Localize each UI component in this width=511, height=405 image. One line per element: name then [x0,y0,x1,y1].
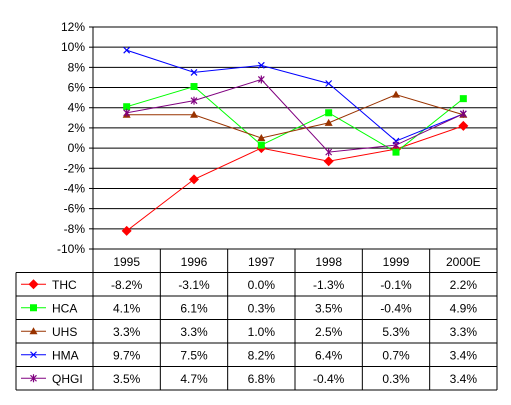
x-category-label: 1995 [113,255,140,269]
uhs-point [324,118,333,126]
y-tick-label: -4% [64,181,86,195]
hca-line [126,85,464,153]
qhgi-point [459,109,467,118]
thc-point [121,225,132,236]
thc-value-cell: 2.2% [450,278,478,292]
qhgi-value-cell: 0.3% [382,372,410,386]
hca-value-cell: 4.9% [450,301,478,315]
y-tick-label: -2% [64,161,86,175]
x-category-label: 1997 [248,255,275,269]
hca-point [257,141,265,149]
qhgi-value-cell: -0.4% [313,372,345,386]
y-tick-label: 8% [68,60,86,74]
series-lines [126,49,464,232]
uhs-legend-marker [29,327,38,335]
hca-legend-marker [30,304,37,312]
hma-line [126,49,464,142]
uhs-value-cell: 5.3% [382,325,410,339]
hca-value-cell: 0.3% [248,301,276,315]
uhs-legend-label: UHS [52,325,77,339]
qhgi-point [392,141,400,150]
marker-stroke [190,68,198,76]
x-category-label: 2000E [446,255,481,269]
thc-value-cell: -8.2% [111,278,143,292]
uhs-value-cell: 1.0% [248,325,276,339]
hma-value-cell: 0.7% [382,348,410,362]
y-tick-label: 10% [61,40,85,54]
x-category-label: 1996 [181,255,208,269]
hma-value-cell: 6.4% [315,348,343,362]
qhgi-point [123,108,131,117]
uhs-value-cell: 3.3% [113,325,141,339]
thc-value-cell: 0.0% [248,278,276,292]
marker-stroke [257,61,265,69]
hca-legend-label: HCA [52,301,77,315]
hma-point [123,46,131,54]
y-tick-label: 6% [68,81,86,95]
hca-point [190,83,198,91]
uhs-point [392,90,400,98]
uhs-line [126,94,464,139]
hma-point [190,68,198,76]
hma-point [325,80,333,87]
thc-value-cell: -0.1% [380,278,412,292]
qhgi-legend-marker [30,374,37,383]
thc-line [126,125,464,232]
qhgi-legend-label: QHGI [52,372,83,386]
hma-value-cell: 8.2% [248,348,276,362]
marker-stroke [30,351,37,359]
hma-value-cell: 3.4% [450,348,478,362]
qhgi-value-cell: 3.5% [113,372,141,386]
thc-point [189,174,199,185]
y-tick-label: -6% [64,202,86,216]
thc-value-cell: -1.3% [313,278,345,292]
qhgi-point [325,148,333,157]
y-tick-label: 0% [68,141,86,155]
y-tick-label: 4% [68,101,86,115]
hca-point [325,109,333,117]
data-table: 1995 1996 1997 1998 1999 2000E THC -8.2% -3.1% 0.… [15,249,498,391]
uhs-point [190,110,198,118]
thc-point [323,156,334,167]
uhs-value-cell: 3.3% [450,325,478,339]
qhgi-point [190,96,198,105]
y-tick-label: 2% [68,121,86,135]
hca-value-cell: 4.1% [113,301,141,315]
x-category-label: 1998 [315,255,342,269]
plot-area-border [92,26,498,250]
qhgi-value-cell: 4.7% [180,372,208,386]
gridlines [89,26,498,250]
marker-stroke [123,46,131,54]
hca-value-cell: 3.5% [315,301,343,315]
y-tick-label: 12% [61,20,85,34]
hca-point [459,95,467,103]
qhgi-value-cell: 6.8% [248,372,276,386]
hma-value-cell: 9.7% [113,348,141,362]
thc-legend-marker [28,279,39,290]
thc-point [458,120,469,131]
hma-legend-marker [30,351,37,359]
qhgi-value-cell: 3.4% [450,372,478,386]
y-tick-label: -8% [64,222,86,236]
hma-point [257,61,265,69]
qhgi-point [257,75,265,84]
hma-value-cell: 7.5% [180,348,208,362]
uhs-value-cell: 3.3% [180,325,208,339]
thc-legend-label: THC [52,278,77,292]
hma-legend-label: HMA [52,348,79,362]
uhs-point [257,134,266,141]
y-axis-tick-labels: -10% -8% -6% -4% -2% 0% 2% 4% 6% 8% 10% 12% [57,20,85,256]
marker-stroke [325,80,333,87]
series-markers [121,46,469,236]
hca-value-cell: 6.1% [180,301,208,315]
hca-value-cell: -0.4% [380,301,412,315]
uhs-value-cell: 2.5% [315,325,343,339]
hca-point [392,148,400,156]
y-tick-label: -10% [57,242,85,256]
thc-value-cell: -3.1% [178,278,210,292]
hca-point [123,103,131,111]
x-category-label: 1999 [383,255,410,269]
qhgi-line [126,78,464,153]
